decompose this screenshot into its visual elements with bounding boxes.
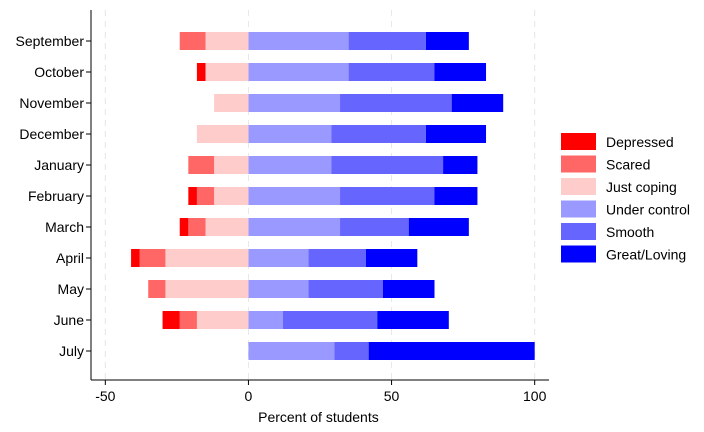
legend-label: Smooth xyxy=(606,224,654,240)
bar-just-coping xyxy=(205,32,249,50)
bar-great-loving xyxy=(408,218,469,236)
bar-depressed xyxy=(188,187,197,205)
bar-great-loving xyxy=(425,125,487,143)
bar-group xyxy=(131,32,535,360)
bar-smooth xyxy=(340,218,409,236)
y-tick-label: January xyxy=(34,157,84,173)
y-tick-label: April xyxy=(56,250,84,266)
bar-just-coping xyxy=(165,249,249,267)
bar-great-loving xyxy=(425,32,469,50)
legend-swatch xyxy=(561,200,596,218)
y-tick-label: November xyxy=(19,95,84,111)
bar-depressed xyxy=(179,218,189,236)
y-tick-label: December xyxy=(19,126,84,142)
legend-swatch xyxy=(561,245,596,263)
bar-under-control xyxy=(248,249,309,267)
y-tick-label: February xyxy=(28,188,84,204)
x-tick-label: 100 xyxy=(523,388,547,404)
bar-smooth xyxy=(308,249,366,267)
y-tick-label: October xyxy=(34,64,84,80)
bar-just-coping xyxy=(196,125,249,143)
y-tick-labels: September October November December January F… xyxy=(16,33,91,359)
legend-label: Just coping xyxy=(606,179,677,195)
legend: Depressed Scared Just coping Under control S… xyxy=(561,133,690,263)
bar-smooth xyxy=(348,63,435,81)
bar-just-coping xyxy=(214,187,249,205)
bar-just-coping xyxy=(205,63,249,81)
x-ticks: -50 0 50 100 xyxy=(95,380,547,404)
bar-smooth xyxy=(340,187,435,205)
bar-great-loving xyxy=(365,249,418,267)
bar-just-coping xyxy=(205,218,249,236)
y-tick-label: May xyxy=(58,281,84,297)
x-axis-label: Percent of students xyxy=(258,409,379,425)
bar-great-loving xyxy=(443,156,478,174)
bar-scared xyxy=(179,32,206,50)
legend-label: Depressed xyxy=(606,134,674,150)
legend-swatch xyxy=(561,178,596,195)
bar-smooth xyxy=(340,94,452,112)
legend-label: Under control xyxy=(606,202,690,218)
bar-just-coping xyxy=(165,280,249,298)
bar-great-loving xyxy=(368,342,535,360)
bar-under-control xyxy=(248,342,335,360)
bar-great-loving xyxy=(377,311,449,329)
bar-under-control xyxy=(248,156,332,174)
bar-under-control xyxy=(248,32,349,50)
legend-swatch xyxy=(561,223,596,240)
bar-under-control xyxy=(248,280,309,298)
bar-great-loving xyxy=(434,63,487,81)
bar-great-loving xyxy=(451,94,504,112)
bar-scared xyxy=(188,156,215,174)
x-tick-label: 50 xyxy=(384,388,400,404)
bar-smooth xyxy=(308,280,383,298)
y-tick-label: June xyxy=(54,312,85,328)
bar-smooth xyxy=(331,156,444,174)
legend-swatch xyxy=(561,155,596,173)
bar-smooth xyxy=(334,342,369,360)
bar-under-control xyxy=(248,63,349,81)
bar-depressed xyxy=(196,63,206,81)
bar-just-coping xyxy=(214,156,249,174)
bar-just-coping xyxy=(196,311,249,329)
x-tick-label: 0 xyxy=(245,388,253,404)
y-tick-label: July xyxy=(59,343,84,359)
bar-under-control xyxy=(248,218,341,236)
y-tick-label: September xyxy=(16,33,85,49)
x-tick-label: -50 xyxy=(95,388,115,404)
bar-scared xyxy=(196,187,215,205)
bar-smooth xyxy=(348,32,426,50)
bar-scared xyxy=(148,280,166,298)
bar-scared xyxy=(179,311,197,329)
y-tick-label: March xyxy=(45,219,84,235)
legend-swatch xyxy=(561,133,596,150)
bar-great-loving xyxy=(434,187,478,205)
legend-label: Scared xyxy=(606,157,650,173)
bar-scared xyxy=(188,218,206,236)
bar-scared xyxy=(139,249,166,267)
bar-depressed xyxy=(131,249,140,267)
bar-great-loving xyxy=(382,280,435,298)
bar-depressed xyxy=(162,311,180,329)
bar-under-control xyxy=(248,187,341,205)
bar-smooth xyxy=(331,125,426,143)
bar-under-control xyxy=(248,94,341,112)
bar-smooth xyxy=(282,311,378,329)
bar-under-control xyxy=(248,125,332,143)
bar-just-coping xyxy=(214,94,249,112)
bar-under-control xyxy=(248,311,283,329)
legend-label: Great/Loving xyxy=(606,247,686,263)
